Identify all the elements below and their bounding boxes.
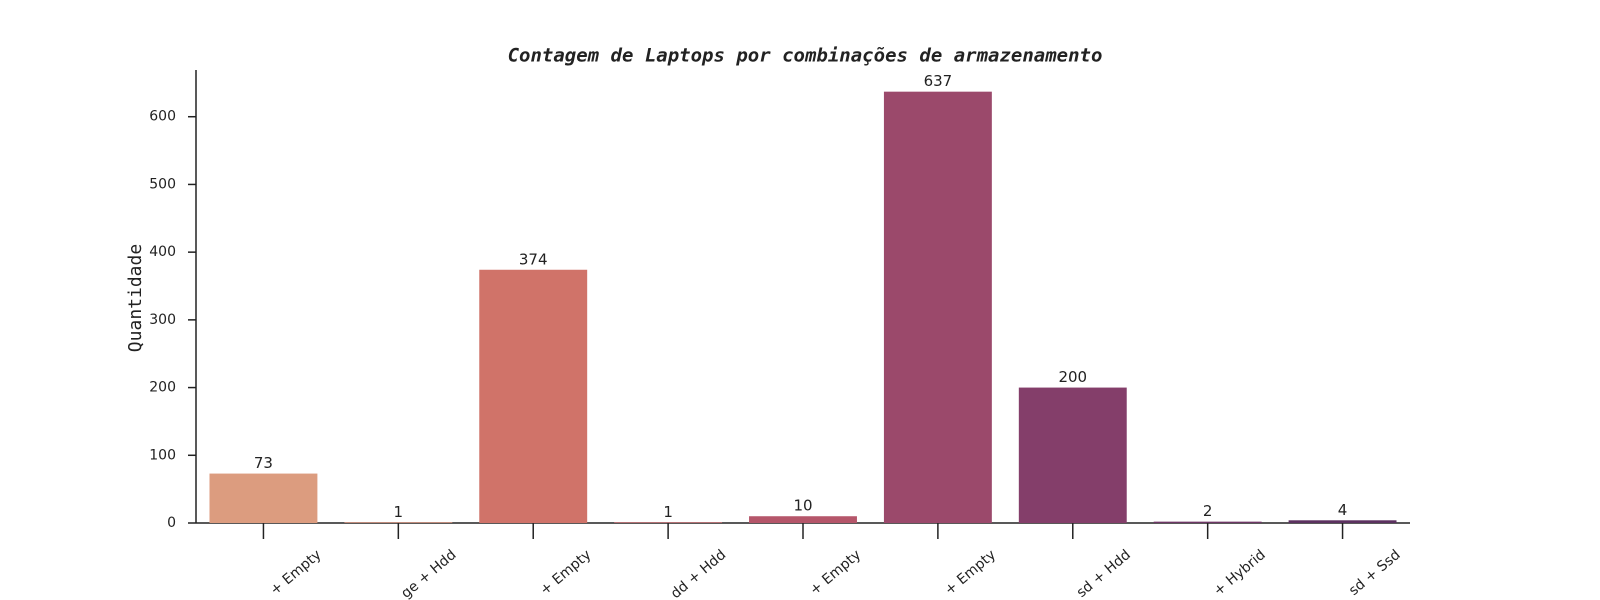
x-tick-label: sd + Ssd — [1346, 547, 1404, 599]
value-label: 637 — [924, 72, 953, 90]
y-tick-label: 600 — [149, 109, 176, 125]
y-tick-label: 500 — [149, 176, 176, 192]
bar — [344, 522, 453, 523]
bar — [749, 516, 857, 523]
value-label: 2 — [1203, 502, 1213, 520]
chart-title: Contagem de Laptops por combinações de a… — [508, 45, 1103, 67]
y-tick-label: 300 — [149, 312, 176, 328]
x-tick-label: ge + Hdd — [398, 547, 459, 600]
bar — [479, 269, 588, 523]
y-tick-label: 100 — [149, 447, 176, 463]
x-tick-label: dd + Hdd — [668, 547, 729, 600]
bar — [1153, 521, 1262, 523]
x-tick-label: sd + Hdd — [1074, 547, 1134, 600]
bar — [1018, 387, 1127, 523]
bar — [883, 91, 992, 524]
value-label: 1 — [663, 503, 673, 521]
value-label: 73 — [254, 454, 273, 472]
value-label: 374 — [519, 250, 548, 268]
value-label: 4 — [1338, 501, 1348, 519]
x-tick-label: + Hybrid — [1211, 547, 1269, 599]
value-label: 10 — [793, 497, 812, 515]
y-tick-label: 0 — [167, 515, 176, 531]
value-label: 1 — [394, 503, 404, 521]
bar — [209, 473, 318, 523]
bar — [1288, 520, 1397, 523]
y-tick-label: 200 — [149, 380, 176, 396]
value-label: 200 — [1058, 368, 1087, 386]
y-tick-label: 400 — [149, 244, 176, 260]
y-axis-label: Quantidade — [125, 244, 146, 352]
x-tick-label: + Empty — [807, 547, 864, 599]
x-tick-label: + Empty — [942, 547, 999, 599]
bar — [614, 522, 723, 523]
x-tick-label: + Empty — [537, 547, 594, 599]
x-tick-label: + Empty — [267, 547, 324, 599]
